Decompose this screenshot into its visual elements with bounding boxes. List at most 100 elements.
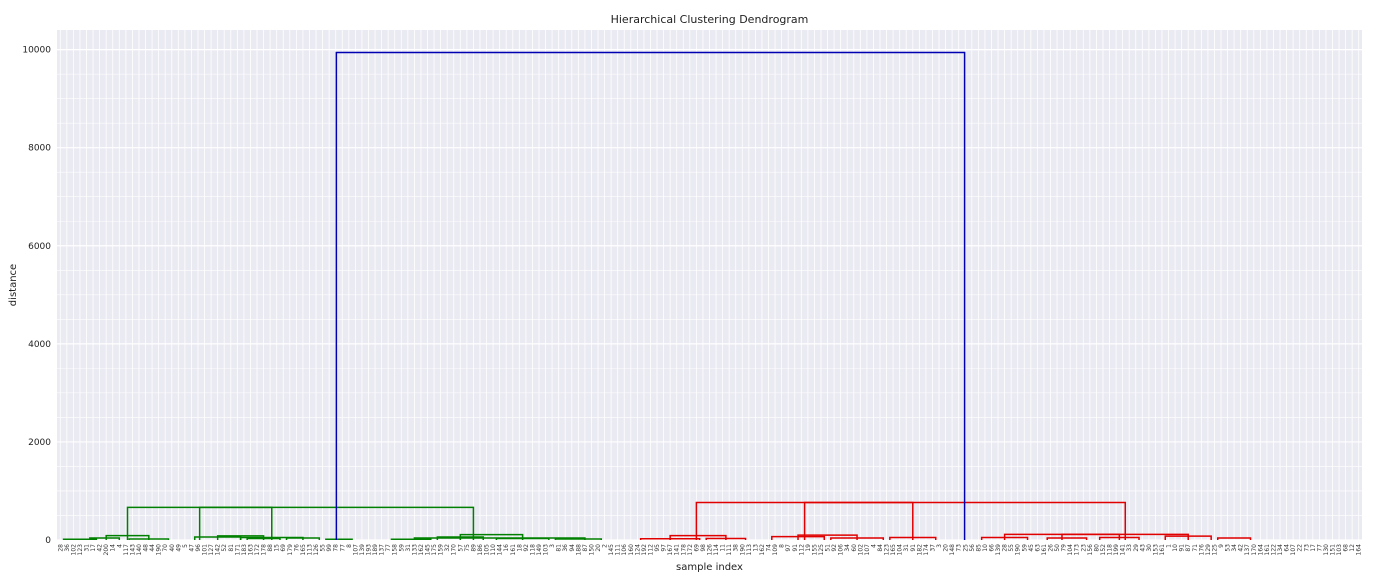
leaf-label: 85 [975,544,982,552]
leaf-label: 16 [503,544,510,552]
leaf-label: 57 [457,544,464,552]
y-tick-label: 6000 [28,242,51,252]
leaf-label: 145 [608,544,615,556]
leaf-label: 33 [1126,544,1133,552]
leaf-label: 103 [1336,544,1343,556]
leaf-label: 45 [1028,544,1035,552]
leaf-label: 190 [739,544,746,556]
leaf-label: 59 [1021,544,1028,552]
leaf-label: 44 [149,544,156,552]
leaf-label: 141 [674,544,681,556]
leaf-label: 48 [143,544,150,552]
leaf-label: 174 [923,544,930,556]
dendrogram-link [669,534,727,540]
leaf-label: 55 [320,544,327,552]
leaf-label: 102 [70,544,77,556]
leaf-label: 101 [202,544,209,556]
y-tick-label: 8000 [28,144,51,154]
leaf-label: 78 [333,544,340,552]
leaf-label: 140 [136,544,143,556]
dendrogram-links [62,51,1252,541]
leaf-label: 137 [379,544,386,556]
leaf-label: 133 [411,544,418,556]
leaf-label: 34 [1231,544,1238,552]
leaf-label: 102 [857,544,864,556]
y-tick-label: 4000 [28,340,51,350]
leaf-label: 178 [261,544,268,556]
leaf-label: 28 [1002,544,1009,552]
leaf-label: 3 [549,544,556,548]
leaf-label: 84 [877,544,884,552]
dendrogram-link [390,538,432,541]
leaf-label: 17 [1310,544,1317,552]
leaf-label: 73 [956,544,963,552]
leaf-label: 42 [97,544,104,552]
leaf-label: 79 [1061,544,1068,552]
leaf-label: 171 [234,544,241,556]
leaf-label: 152 [1100,544,1107,556]
leaf-label: 80 [1093,544,1100,552]
leaf-label: 105 [484,544,491,556]
leaf-label: 188 [575,544,582,556]
leaf-label: 98 [700,544,707,552]
dendrogram-link [413,537,586,540]
leaf-label: 37 [929,544,936,552]
leaf-label: 66 [988,544,995,552]
leaf-label: 161 [1264,544,1271,556]
leaf-label: 123 [884,544,891,556]
leaf-label: 10 [982,544,989,552]
leaf-labels: 28 36 102 123 31 17 42 200 14 4 117 143 140 48 44 190 70… [57,544,1362,556]
leaf-label: 127 [208,544,215,556]
leaf-label: 12 [1349,544,1356,552]
leaf-label: 14 [110,544,117,552]
leaf-label: 59 [398,544,405,552]
leaf-label: 179 [287,544,294,556]
leaf-label: 71 [1192,544,1199,552]
leaf-label: 8 [346,544,353,548]
leaf-label: 87 [1185,544,1192,552]
leaf-label: 52 [221,544,228,552]
leaf-label: 109 [772,544,779,556]
leaf-label: 125 [1211,544,1218,556]
leaf-label: 91 [792,544,799,552]
leaf-label: 122 [1270,544,1277,556]
leaf-label: 23 [1080,544,1087,552]
leaf-label: 118 [529,544,536,556]
leaf-label: 36 [64,544,71,552]
leaf-label: 129 [1205,544,1212,556]
leaf-label: 22 [1297,544,1304,552]
leaf-label: 186 [477,544,484,556]
chart-title: Hierarchical Clustering Dendrogram [611,13,809,26]
leaf-label: 92 [523,544,530,552]
leaf-label: 192 [641,544,648,556]
leaf-label: 2 [602,544,609,548]
leaf-label: 156 [1087,544,1094,556]
leaf-label: 38 [733,544,740,552]
leaf-label: 77 [1316,544,1323,552]
y-tick-labels: 0 2000 4000 6000 8000 10000 [22,46,51,546]
leaf-label: 159 [438,544,445,556]
leaf-label: 76 [293,544,300,552]
leaf-label: 36 [562,544,569,552]
leaf-label: 91 [910,544,917,552]
y-tick-label: 10000 [22,46,51,56]
leaf-label: 199 [1113,544,1120,556]
leaf-label: 47 [188,544,195,552]
leaf-label: 8 [779,544,786,548]
leaf-label: 4 [116,544,123,548]
leaf-label: 117 [123,544,130,556]
y-tick-label: 0 [45,536,51,546]
leaf-label: 139 [359,544,366,556]
leaf-label: 3 [936,544,943,548]
leaf-label: 103 [543,544,550,556]
leaf-label: 124 [634,544,641,556]
leaf-label: 137 [1244,544,1251,556]
leaf-label: 130 [1323,544,1330,556]
leaf-label: 49 [175,544,182,552]
leaf-label: 15 [274,544,281,552]
leaf-label: 96 [195,544,202,552]
leaf-label: 69 [280,544,287,552]
leaf-label: 113 [306,544,313,556]
leaf-label: 126 [707,544,714,556]
leaf-label: 88 [267,544,274,552]
